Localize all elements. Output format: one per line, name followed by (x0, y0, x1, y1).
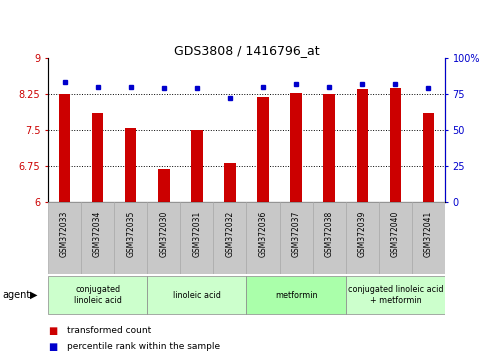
Text: GSM372036: GSM372036 (258, 211, 268, 257)
Bar (158, 169, 170, 202)
Text: GSM372035: GSM372035 (126, 211, 135, 257)
Bar (213, 202, 246, 274)
Bar (48, 276, 147, 314)
Text: agent: agent (2, 290, 30, 300)
Bar (324, 94, 335, 202)
Title: GDS3808 / 1416796_at: GDS3808 / 1416796_at (174, 44, 319, 57)
Bar (180, 202, 213, 274)
Bar (346, 276, 445, 314)
Text: GSM372041: GSM372041 (424, 211, 433, 257)
Text: metformin: metformin (275, 291, 317, 299)
Text: ▶: ▶ (30, 290, 37, 300)
Bar (290, 92, 302, 202)
Text: transformed count: transformed count (67, 326, 152, 336)
Bar (147, 276, 246, 314)
Text: GSM372032: GSM372032 (226, 211, 234, 257)
Bar (59, 94, 71, 202)
Text: conjugated
linoleic acid: conjugated linoleic acid (74, 285, 122, 305)
Bar (125, 127, 137, 202)
Bar (224, 162, 236, 202)
Bar (356, 89, 368, 202)
Bar (48, 202, 81, 274)
Bar (257, 97, 269, 202)
Text: GSM372034: GSM372034 (93, 211, 102, 257)
Bar (246, 276, 346, 314)
Text: GSM372033: GSM372033 (60, 211, 69, 257)
Bar (313, 202, 346, 274)
Bar (147, 202, 180, 274)
Bar (412, 202, 445, 274)
Bar (423, 113, 434, 202)
Bar (346, 202, 379, 274)
Bar (390, 88, 401, 202)
Text: percentile rank within the sample: percentile rank within the sample (67, 342, 220, 352)
Text: conjugated linoleic acid
+ metformin: conjugated linoleic acid + metformin (348, 285, 443, 305)
Bar (379, 202, 412, 274)
Text: GSM372030: GSM372030 (159, 211, 168, 257)
Bar (246, 202, 280, 274)
Bar (81, 202, 114, 274)
Text: GSM372037: GSM372037 (292, 211, 300, 257)
Text: GSM372039: GSM372039 (358, 211, 367, 257)
Text: ■: ■ (48, 342, 57, 352)
Bar (114, 202, 147, 274)
Text: GSM372031: GSM372031 (192, 211, 201, 257)
Bar (191, 130, 203, 202)
Bar (280, 202, 313, 274)
Text: GSM372038: GSM372038 (325, 211, 334, 257)
Text: ■: ■ (48, 326, 57, 336)
Text: GSM372040: GSM372040 (391, 211, 400, 257)
Bar (92, 113, 103, 202)
Text: linoleic acid: linoleic acid (173, 291, 221, 299)
